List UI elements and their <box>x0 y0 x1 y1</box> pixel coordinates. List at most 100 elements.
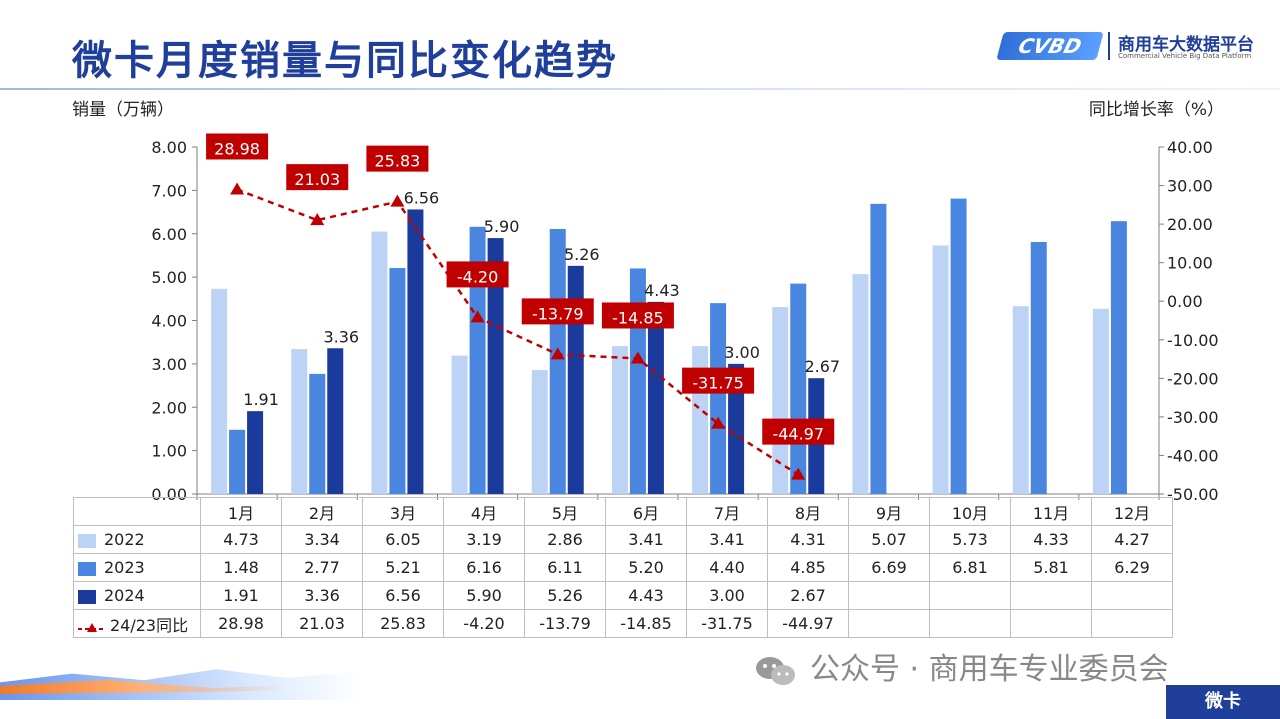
yoy-label: -31.75 <box>692 374 744 393</box>
category-label: 7月 <box>686 497 768 526</box>
yoy-label: 25.83 <box>375 152 421 171</box>
category-label: 11月 <box>1010 497 1092 526</box>
yoy-label-box <box>366 145 429 172</box>
page-title: 微卡月度销量与同比变化趋势 <box>72 38 618 84</box>
yoy-label-box <box>446 261 509 288</box>
table-corner <box>73 497 201 526</box>
legend-entry: 2024 <box>73 581 201 610</box>
table-cell: 5.21 <box>362 553 444 582</box>
legend-entry: 24/23同比 <box>73 609 201 638</box>
y-left-tick-label: 7.00 <box>151 181 187 200</box>
bar-2022 <box>932 245 949 494</box>
yoy-label: -14.85 <box>612 308 664 327</box>
yoy-marker <box>390 194 405 207</box>
yoy-marker <box>711 416 726 429</box>
table-cell: 4.43 <box>605 581 687 610</box>
yoy-marker <box>791 467 806 480</box>
table-cell: 21.03 <box>281 609 363 638</box>
table-cell: 5.07 <box>848 525 930 554</box>
table-cell: 6.16 <box>443 553 525 582</box>
table-cell: -44.97 <box>767 609 849 638</box>
y-right-tick-label: 20.00 <box>1167 215 1213 234</box>
category-label: 8月 <box>767 497 849 526</box>
table-cell: 3.36 <box>281 581 363 610</box>
bar-label-2024: 6.56 <box>404 188 440 207</box>
table-cell <box>848 609 930 638</box>
bar-2024 <box>247 411 264 494</box>
category-label: 1月 <box>200 497 282 526</box>
y-right-tick-label: 0.00 <box>1167 292 1203 311</box>
bar-2023 <box>549 228 566 494</box>
table-cell: 28.98 <box>200 609 282 638</box>
bar-2023 <box>950 198 967 494</box>
title-divider <box>0 88 1280 90</box>
bar-2022 <box>1012 306 1029 494</box>
category-label: 9月 <box>848 497 930 526</box>
table-cell <box>1010 581 1092 610</box>
bar-2023 <box>469 226 486 494</box>
table-cell: 2.86 <box>524 525 606 554</box>
table-cell: 3.19 <box>443 525 525 554</box>
category-label: 5月 <box>524 497 606 526</box>
wechat-account: 公众号 · 商用车专业委员会 <box>754 644 1169 688</box>
yoy-marker <box>630 351 645 364</box>
y-right-tick-label: 40.00 <box>1167 138 1213 157</box>
bar-2023 <box>710 303 727 494</box>
bar-2024 <box>487 238 504 494</box>
category-label: 10月 <box>929 497 1011 526</box>
table-cell: 4.73 <box>200 525 282 554</box>
category-label: 12月 <box>1091 497 1173 526</box>
yoy-line <box>236 188 799 476</box>
legend-entry: 2022 <box>73 525 201 554</box>
table-cell <box>1010 609 1092 638</box>
bar-label-2024: 2.67 <box>804 357 840 376</box>
legend-label: 2023 <box>104 558 145 577</box>
bar-2023 <box>389 268 406 494</box>
bar-2022 <box>772 307 789 494</box>
table-cell: 2.67 <box>767 581 849 610</box>
table-cell: -31.75 <box>686 609 768 638</box>
logo-separator <box>1108 32 1110 60</box>
y-left-tick-label: 4.00 <box>151 312 187 331</box>
bar-label-2024: 3.00 <box>724 343 760 362</box>
bar-2023 <box>229 429 246 494</box>
table-cell: 6.29 <box>1091 553 1173 582</box>
yoy-label-box <box>206 133 269 160</box>
table-cell: 1.48 <box>200 553 282 582</box>
table-cell <box>929 609 1011 638</box>
table-cell: 5.26 <box>524 581 606 610</box>
y-left-tick-label: 1.00 <box>151 442 187 461</box>
y-axis-right-label: 同比增长率（%） <box>1088 100 1224 120</box>
legend-swatch <box>78 533 96 548</box>
table-row: 2024 1.91 3.36 6.56 5.90 5.26 4.43 3.00 2.67 <box>73 581 1173 610</box>
table-cell: 5.73 <box>929 525 1011 554</box>
table-cell: -4.20 <box>443 609 525 638</box>
platform-logo: CVBD 商用车大数据平台 Commercial Vehicle Big Dat… <box>996 28 1260 64</box>
table-cell: 6.05 <box>362 525 444 554</box>
y-right-tick-label: -10.00 <box>1167 331 1219 350</box>
y-left-tick-label: 2.00 <box>151 398 187 417</box>
bar-label-2024: 3.36 <box>323 327 359 346</box>
bar-2023 <box>629 268 646 494</box>
yoy-marker <box>310 213 325 226</box>
table-row: 2022 4.73 3.34 6.05 3.19 2.86 3.41 3.41 4.31 5.07… <box>73 525 1173 554</box>
bar-2024 <box>327 348 344 494</box>
bar-label-2024: 1.91 <box>243 390 279 409</box>
y-left-tick-label: 6.00 <box>151 225 187 244</box>
yoy-label: -13.79 <box>532 304 584 323</box>
bar-2023 <box>1110 221 1127 494</box>
category-label: 6月 <box>605 497 687 526</box>
table-cell: 4.33 <box>1010 525 1092 554</box>
bar-2022 <box>291 349 308 494</box>
y-left-tick-label: 5.00 <box>151 268 187 287</box>
category-label: 3月 <box>362 497 444 526</box>
legend-label: 24/23同比 <box>110 615 189 635</box>
table-cell <box>1091 609 1173 638</box>
table-row: 2023 1.48 2.77 5.21 6.16 6.11 5.20 4.40 4.85 6.69… <box>73 553 1173 582</box>
wechat-account-name: 公众号 · 商用车专业委员会 <box>810 652 1169 687</box>
table-row: 24/23同比 28.98 21.03 25.83 -4.20 -13.79 -14.85-… <box>73 609 1173 638</box>
y-right-tick-label: 30.00 <box>1167 177 1213 196</box>
yoy-label: -44.97 <box>772 425 824 444</box>
table-header-row: 1月 2月 3月 4月 5月 6月 7月 8月 9月 10月 11月 12月 <box>73 497 1173 526</box>
